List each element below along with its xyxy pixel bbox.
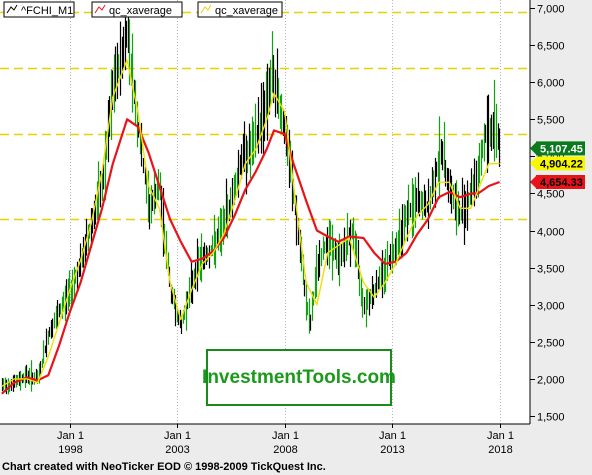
last-value-pointer [530,157,536,170]
legend-label: qc_xaverage [109,5,172,17]
x-tick-label: Jan 1 [379,430,406,442]
x-tick-label: Jan 1 [487,430,514,442]
footer-credit: Chart created with NeoTicker EOD © 1998-… [2,461,326,473]
legend-line-icon [200,4,212,14]
legend-line-icon [94,4,106,14]
series-line-fast-average [1,59,500,387]
price-bars [1,6,501,395]
last-value-box [536,141,585,156]
legend-item-box [197,1,283,18]
legend-label: ^FCHI_M1 [21,5,73,17]
last-value-box [536,175,585,190]
x-tick-label-year: 2018 [488,444,512,456]
legend-label: qc_xaverage [215,5,278,17]
last-value-label: 4,904.22 [540,158,583,170]
x-tick-label-year: 2008 [273,444,297,456]
watermark-box: InvestmentTools.com [202,349,396,406]
x-tick-label-year: 2013 [380,444,404,456]
legend-line-icon [6,4,18,14]
series-line-slow-average [1,118,500,395]
y-tick-label: 6,500 [537,41,565,53]
x-tick-label: Jan 1 [57,430,84,442]
last-value-box [536,156,585,171]
y-tick-label: 3,000 [537,301,565,313]
last-value-pointer [530,176,536,189]
y-tick-label: 4,000 [537,227,565,239]
x-tick-label-year: 1998 [58,444,82,456]
legend-item-box [3,1,75,18]
y-tick-label: 4,500 [537,189,565,201]
y-tick-label: 2,500 [537,338,565,350]
x-tick-label: Jan 1 [272,430,299,442]
y-tick-label: 5,500 [537,115,565,127]
support-lines [0,11,530,221]
x-axis: Jan 1 1998 Jan 1 2003 Jan 1 2008 Jan 1 2013 Jan … [57,424,514,456]
last-value-label: 5,107.45 [540,143,583,155]
x-tick-label-year: 2003 [165,444,189,456]
y-tick-label: 6,000 [537,78,565,90]
last-value-labels: 5,107.45 4,904.22 4,654.33 [530,141,585,190]
y-tick-label: 3,500 [537,264,565,276]
watermark-text: InvestmentTools.com [202,366,396,388]
y-tick-label: 2,000 [537,375,565,387]
y-tick-label: 7,000 [537,4,565,16]
moving-averages [1,59,500,395]
last-value-pointer [530,142,536,155]
y-tick-label: 1,500 [537,412,565,424]
y-axis: 1,5002,0002,5003,0003,5004,0004,5005,000… [530,4,565,424]
legend-item-box [91,1,183,18]
legend: ^FCHI_M1 qc_xaverage qc_xaverage [3,1,283,18]
x-tick-label: Jan 1 [164,430,191,442]
last-value-label: 4,654.33 [540,177,583,189]
